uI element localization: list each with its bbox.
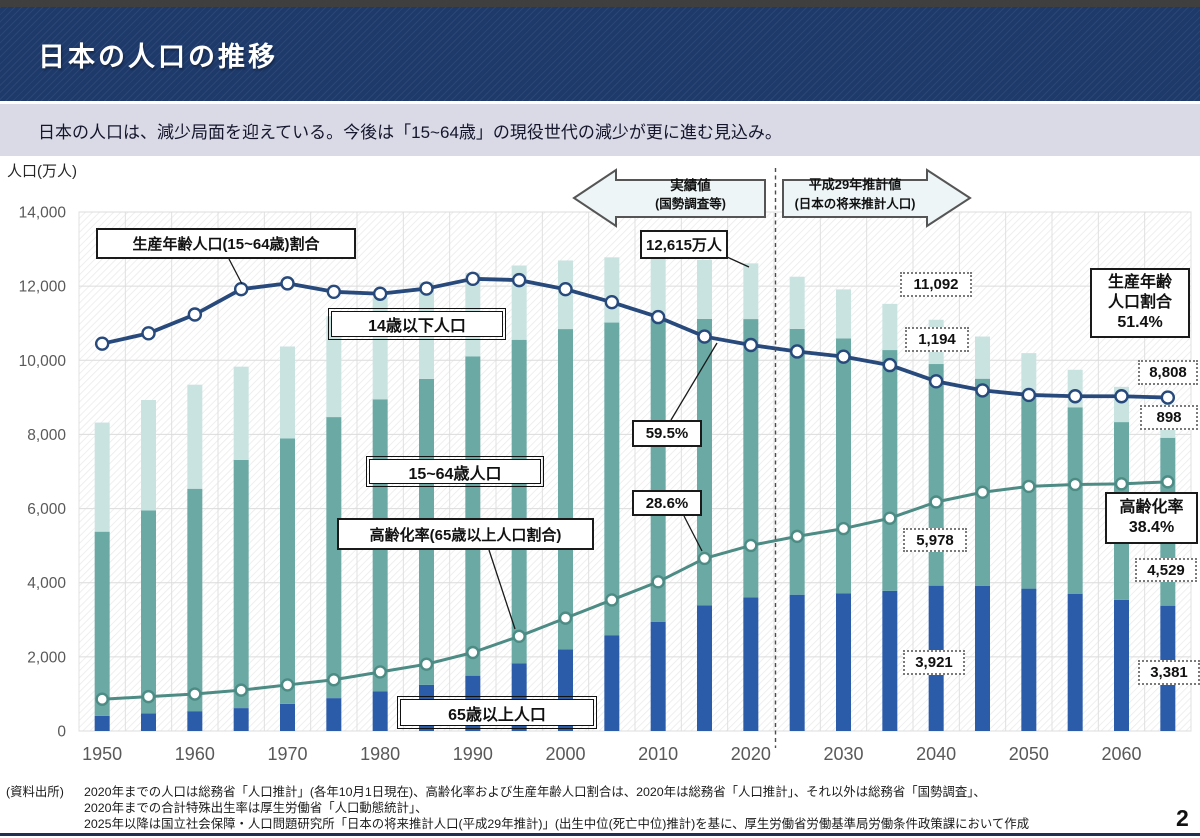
svg-text:2000: 2000 bbox=[545, 744, 585, 764]
svg-text:2050: 2050 bbox=[1009, 744, 1049, 764]
svg-text:6,000: 6,000 bbox=[27, 501, 66, 518]
svg-text:1950: 1950 bbox=[82, 744, 122, 764]
svg-text:1990: 1990 bbox=[453, 744, 493, 764]
svg-text:4,000: 4,000 bbox=[27, 575, 66, 592]
over65-2065-callout: 3,381 bbox=[1138, 660, 1200, 685]
projection-range-label: 平成29年推計値 (日本の将来推計人口) bbox=[794, 177, 916, 211]
over65-series-label: 65歳以上人口 bbox=[396, 695, 598, 730]
svg-text:1960: 1960 bbox=[175, 744, 215, 764]
svg-text:2010: 2010 bbox=[638, 744, 678, 764]
total-2065-callout: 8,808 bbox=[1138, 360, 1198, 385]
total-2040-callout: 11,092 bbox=[900, 272, 972, 297]
aging-rate-final-box: 高齢化率 38.4% bbox=[1105, 492, 1198, 544]
top-strip bbox=[0, 0, 1200, 7]
under15-series-label: 14歳以下人口 bbox=[327, 307, 507, 341]
subtitle-band: 日本の人口は、減少局面を迎えている。今後は「15~64歳」の現役世代の減少が更に… bbox=[0, 104, 1200, 156]
working-age-ratio-2020-callout: 59.5% bbox=[632, 420, 702, 447]
source-footnote: (資料出所) 2020年までの人口は総務省「人口推計」(各年10月1日現在)、高… bbox=[6, 784, 1029, 832]
footnote-line-1: 2020年までの人口は総務省「人口推計」(各年10月1日現在)、高齢化率および生… bbox=[84, 785, 986, 799]
aging-rate-2020-callout: 28.6% bbox=[632, 490, 702, 516]
page-number: 2 bbox=[1176, 805, 1189, 831]
svg-text:2040: 2040 bbox=[916, 744, 956, 764]
working-age-ratio-final-box: 生産年齢 人口割合 51.4% bbox=[1090, 268, 1190, 338]
working-age-series-label: 15~64歳人口 bbox=[365, 455, 545, 488]
working-age-ratio-label: 生産年齢人口(15~64歳)割合 bbox=[96, 228, 356, 259]
projection-range-arrow bbox=[782, 168, 972, 228]
svg-text:0: 0 bbox=[57, 724, 66, 741]
total-population-2020-callout: 12,615万人 bbox=[640, 230, 728, 259]
footnote-line-2: 2020年までの合計特殊出生率は厚生労働省「人口動態統計」、 bbox=[84, 801, 428, 815]
actual-range-arrow bbox=[572, 168, 766, 228]
page-title: 日本の人口の推移 bbox=[38, 41, 278, 72]
svg-text:1980: 1980 bbox=[360, 744, 400, 764]
footnote-label: (資料出所) bbox=[6, 785, 64, 799]
svg-text:8,000: 8,000 bbox=[27, 427, 66, 444]
callout-leader-lines bbox=[228, 256, 750, 630]
plot-area: 0 2,000 4,000 6,000 8,000 10,000 12,000 14,000 1… bbox=[19, 205, 1192, 764]
under15-2065-callout: 898 bbox=[1140, 405, 1198, 430]
aging-rate-label: 高齢化率(65歳以上人口割合) bbox=[337, 518, 594, 550]
svg-text:10,000: 10,000 bbox=[19, 353, 67, 370]
footnote-line-3: 2025年以降は国立社会保障・人口問題研究所「日本の将来推計人口(平成29年推計… bbox=[84, 817, 1030, 831]
subtitle-text: 日本の人口は、減少局面を迎えている。今後は「15~64歳」の現役世代の減少が更に… bbox=[38, 122, 782, 142]
working-age-2065-callout: 4,529 bbox=[1135, 558, 1197, 582]
svg-text:2030: 2030 bbox=[823, 744, 863, 764]
svg-text:1970: 1970 bbox=[267, 744, 307, 764]
svg-text:2,000: 2,000 bbox=[27, 649, 66, 666]
bottom-rule bbox=[0, 833, 1200, 836]
under15-2040-callout: 1,194 bbox=[905, 327, 969, 352]
svg-text:2060: 2060 bbox=[1101, 744, 1141, 764]
svg-text:12,000: 12,000 bbox=[19, 279, 67, 296]
actual-range-label: 実績値 (国勢調査等) bbox=[655, 177, 726, 212]
over65-2040-callout: 3,921 bbox=[903, 650, 965, 675]
working-age-2040-callout: 5,978 bbox=[903, 528, 967, 552]
title-banner: 日本の人口の推移 bbox=[0, 7, 1200, 101]
y-axis-title: 人口(万人) bbox=[7, 163, 77, 180]
svg-text:2020: 2020 bbox=[731, 744, 771, 764]
svg-text:14,000: 14,000 bbox=[19, 205, 67, 222]
